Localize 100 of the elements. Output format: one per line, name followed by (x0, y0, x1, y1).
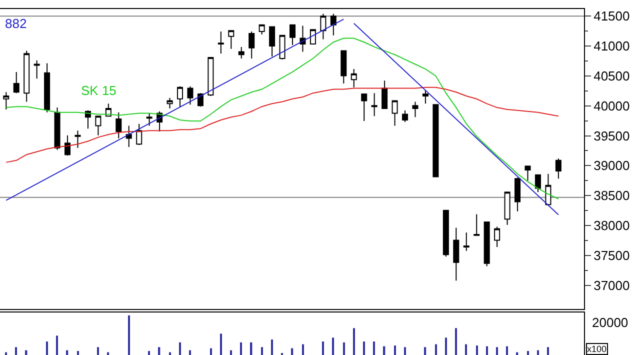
candlestick (534, 174, 541, 193)
bar (230, 350, 232, 355)
bar (158, 347, 160, 355)
candlestick (269, 26, 276, 58)
y-tick-label: 40000 (594, 98, 630, 114)
y-tick-label: 40500 (594, 68, 630, 84)
candlestick (146, 112, 152, 126)
bar (486, 346, 488, 355)
candlestick (116, 112, 122, 139)
candlestick (494, 226, 500, 248)
candlestick (412, 101, 418, 118)
bar (343, 342, 345, 355)
bar (373, 342, 375, 355)
line-series (6, 86, 559, 163)
bar (537, 350, 539, 355)
candlestick (371, 92, 378, 117)
bar (496, 347, 498, 355)
bar (404, 347, 406, 355)
bar (5, 352, 7, 355)
candlestick (350, 68, 357, 88)
bar (210, 348, 212, 355)
bar (179, 342, 181, 355)
bar (455, 328, 457, 355)
bar (506, 346, 508, 355)
candlestick (463, 232, 470, 252)
candlestick (95, 116, 102, 136)
y-tick-label: 41500 (594, 8, 630, 24)
candlestick (382, 80, 388, 110)
bar (332, 338, 334, 355)
bar (15, 347, 17, 355)
candlestick (44, 62, 50, 113)
text: 20000 (592, 315, 628, 330)
candlestick (177, 86, 184, 108)
y-tick-label: 38000 (594, 218, 630, 234)
series-label: SK 15 (81, 83, 116, 98)
candlestick (524, 166, 531, 182)
candlestick (64, 134, 71, 156)
bar (527, 351, 529, 355)
candlestick (453, 227, 460, 282)
y-tick-label: 38500 (594, 188, 630, 204)
candlestick (54, 107, 60, 150)
bar (424, 347, 426, 355)
candlestick (474, 214, 480, 236)
bar (97, 347, 99, 355)
bar (240, 342, 242, 355)
candlestick (361, 94, 368, 122)
candlestick (442, 210, 449, 258)
y-tick-label: 41000 (594, 38, 630, 54)
bar (322, 342, 324, 355)
candlestick (24, 50, 30, 102)
candlestick (340, 50, 347, 84)
candlestick (320, 13, 326, 40)
candlestick (248, 31, 255, 59)
y-tick-label: 37500 (594, 248, 630, 263)
candlestick (504, 192, 510, 226)
y-tick-label: 39500 (594, 128, 630, 144)
candlestick (238, 46, 244, 59)
y-tick-label: 37000 (594, 278, 630, 293)
candlestick (3, 92, 10, 110)
candlestick (290, 24, 296, 46)
candlestick (166, 97, 173, 110)
candlestick (392, 100, 398, 126)
candlestick (258, 24, 265, 35)
candlestick (514, 177, 521, 212)
bar (435, 344, 437, 355)
candlestick (13, 71, 20, 94)
bar (302, 344, 304, 355)
bar (271, 340, 273, 355)
y-tick-label: 39000 (594, 158, 630, 174)
candlestick (208, 57, 214, 97)
bar (148, 351, 150, 355)
candlestick (218, 31, 224, 54)
candlestick (484, 221, 490, 267)
bar (189, 350, 191, 355)
bar (66, 350, 68, 355)
bar (128, 315, 130, 355)
bar (465, 344, 467, 355)
candlestick (279, 34, 286, 60)
candlestick (136, 123, 142, 146)
bar (394, 346, 396, 355)
bar (77, 351, 79, 355)
bar (445, 338, 447, 355)
bar (547, 347, 549, 355)
candlestick (422, 90, 428, 104)
bar (291, 348, 294, 355)
candlestick (545, 173, 552, 206)
line-series (6, 38, 559, 200)
bar (107, 352, 110, 355)
annotation: 882 (5, 16, 27, 31)
bar (56, 336, 58, 355)
text: x100 (587, 344, 607, 354)
bar (476, 346, 478, 355)
candlestick (74, 130, 81, 148)
candlestick (402, 110, 408, 122)
bar (261, 347, 263, 355)
candlestick (187, 86, 194, 106)
candlestick (126, 125, 132, 148)
bar (363, 342, 365, 355)
candlestick (310, 29, 316, 45)
candlestick (228, 30, 234, 50)
